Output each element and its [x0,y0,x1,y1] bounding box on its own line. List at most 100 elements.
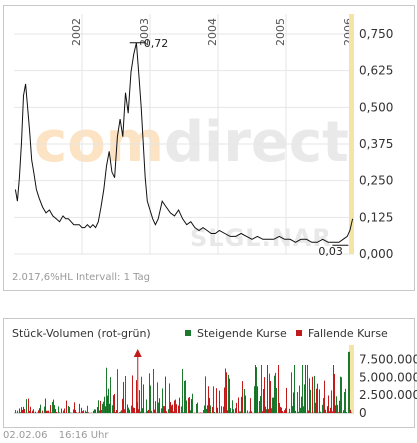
volume-bar [105,406,106,413]
volume-bar [343,410,344,413]
low-annotation: 0,03 [318,245,343,258]
volume-bar [340,376,341,413]
footer-time: 16:16 Uhr [58,430,109,441]
volume-bar [272,397,273,413]
volume-bar [112,405,113,413]
volume-bar [273,397,274,413]
volume-bar [335,405,336,413]
volume-bar [280,407,281,413]
volume-bar [142,408,143,413]
legend-falling-label: Fallende Kurse [308,327,388,340]
volume-bar [76,412,77,413]
volume-bar [269,373,270,413]
volume-bar [232,400,233,413]
x-tick-label: 2005 [274,18,287,46]
volume-bar [109,403,110,413]
volume-bar [191,399,192,413]
volume-bar [166,411,167,413]
volume-bar [338,412,339,413]
volume-bar [113,395,114,413]
volume-bar [19,408,20,413]
volume-bar [106,367,107,413]
volume-bar [119,412,120,413]
volume-bar [267,365,268,413]
volume-bar [93,410,94,413]
volume-bar [75,410,76,413]
volume-bar [173,411,174,413]
volume-bar [257,386,258,413]
volume-bar [154,409,155,413]
volume-bar [132,375,133,413]
volume-bar [293,392,294,413]
y-tick-label: 0,125 [359,210,393,224]
volume-bar [54,404,55,413]
volume-bar [282,410,283,413]
volume-bar [48,410,49,413]
volume-bar [68,405,69,413]
volume-bar [116,409,117,413]
volume-bar [24,408,25,413]
volume-bar [97,407,98,413]
x-tick-label: 2004 [206,18,219,46]
volume-bar [51,412,52,413]
volume-bar [266,409,267,413]
volume-bar [204,405,205,413]
volume-bar [344,392,345,413]
volume-bar [176,404,177,413]
volume-bar [165,376,166,413]
volume-bar [149,373,150,413]
volume-bar [123,382,124,413]
x-tick-label: 2002 [70,18,83,46]
volume-bar [351,412,352,413]
y-tick-label: 0,000 [359,247,393,261]
volume-bar [303,406,304,413]
volume-bar [307,365,308,413]
volume-bar [301,396,302,413]
volume-bar [244,389,245,413]
y-tick-label: 0,250 [359,174,393,188]
volume-bar [302,365,303,413]
volume-bar [153,368,154,413]
volume-bar [69,407,70,413]
volume-bar [139,390,140,413]
volume-bar [28,398,29,413]
volume-bar [37,412,38,413]
volume-bar [227,410,228,413]
volume-bar [164,406,165,413]
volume-bar [161,408,162,413]
volume-bar [58,406,59,413]
volume-bar [120,411,121,413]
volume-y-tick-label: 7.500.000 [359,353,417,367]
volume-bar [53,399,54,413]
volume-bar [212,406,213,413]
volume-bar [322,404,323,413]
volume-bar [108,388,109,413]
volume-current-highlight [349,345,354,413]
volume-bar [235,408,236,413]
legend-rising-label: Steigende Kurse [197,327,287,340]
volume-bar [265,406,266,413]
volume-bar [264,377,265,413]
volume-bar [85,410,86,413]
volume-bar [289,408,290,413]
volume-bar [285,408,286,413]
volume-bar [213,386,214,413]
volume-bar [238,397,239,413]
volume-bar [170,401,171,413]
volume-bar [136,380,137,413]
volume-y-tick-label: 5.000.000 [359,370,417,384]
volume-bar [131,405,132,413]
volume-bar [339,400,340,413]
volume-bar [331,390,332,413]
volume-bar [329,411,330,413]
volume-bar [50,405,51,413]
volume-bar [271,408,272,413]
volume-bar [286,387,287,413]
volume-bar [95,409,96,413]
volume-bar [44,406,45,413]
volume-bar [242,381,243,413]
volume-bar [309,378,310,413]
volume-bar [104,396,105,413]
volume-bar [208,386,209,413]
volume-bar [203,410,204,413]
